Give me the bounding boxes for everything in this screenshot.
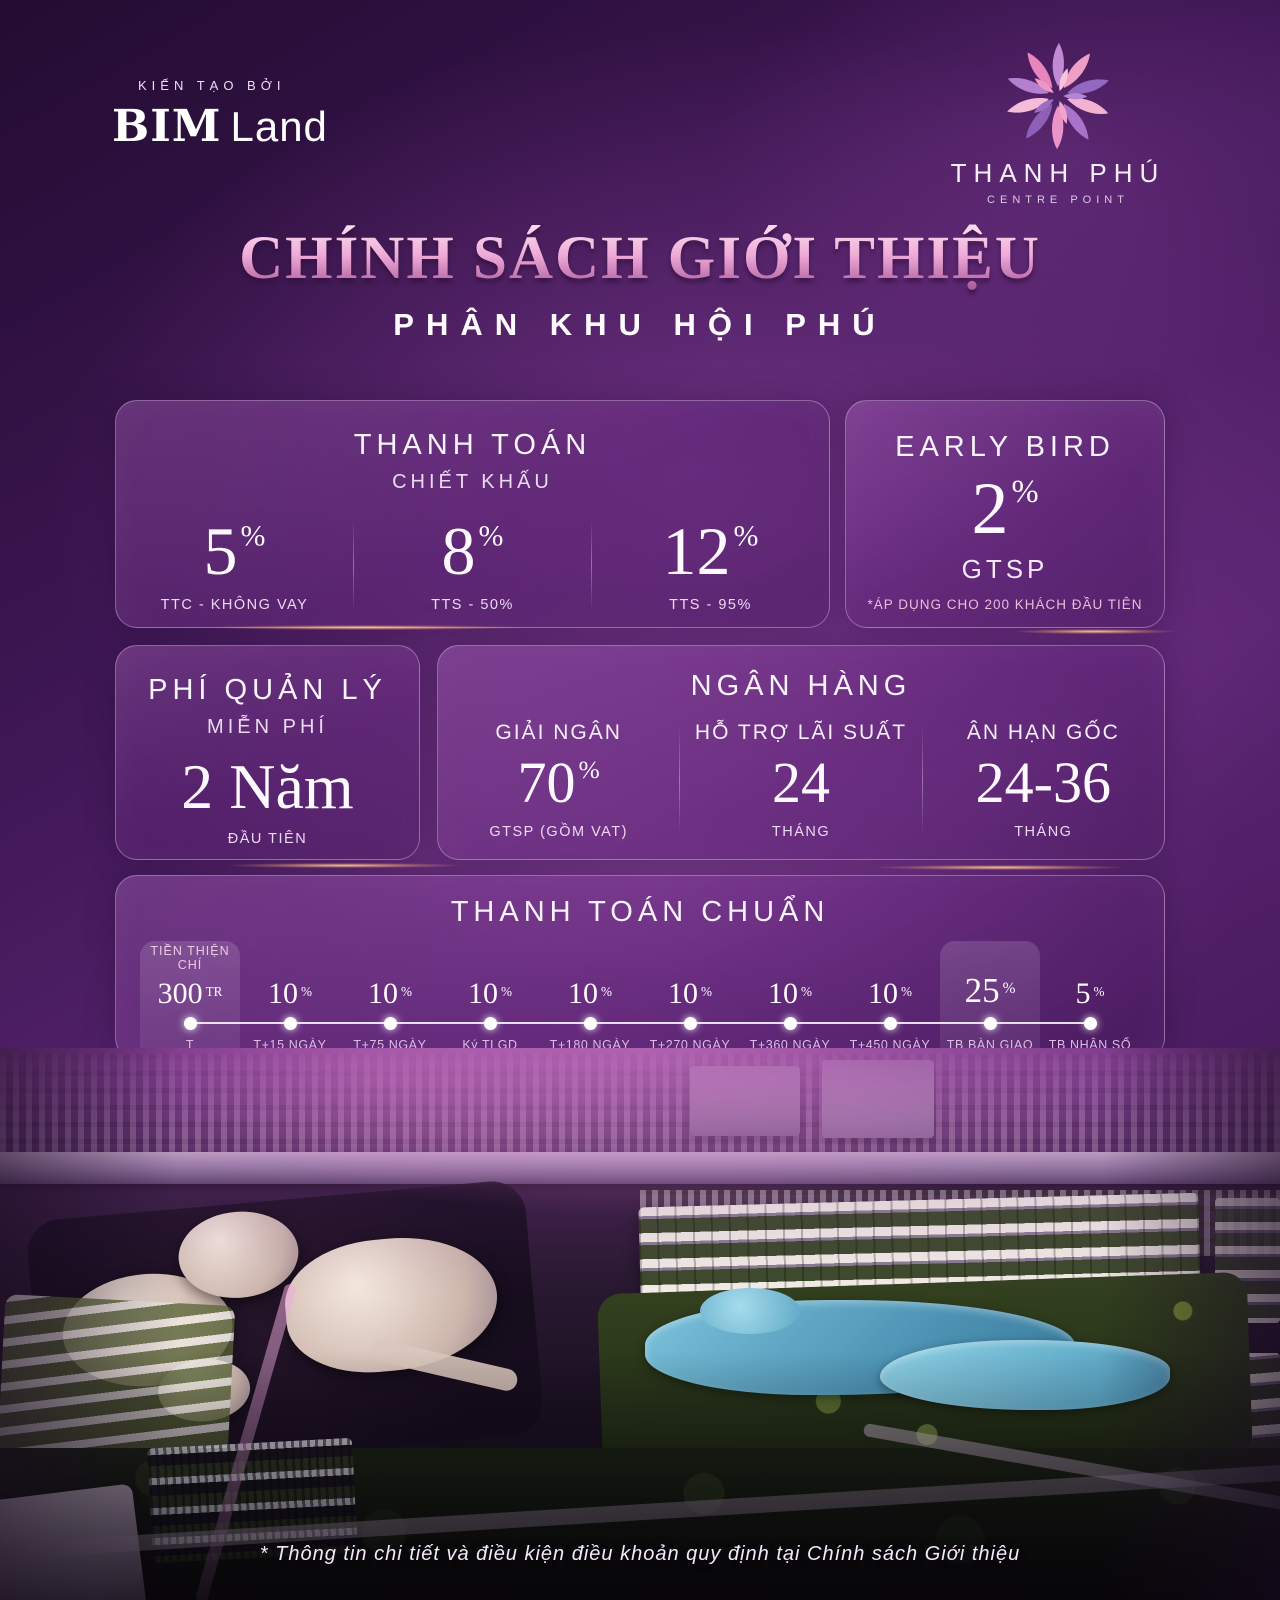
title-block: CHÍNH SÁCH GIỚI THIỆU PHÂN KHU HỘI PHÚ (0, 224, 1280, 343)
early-bird-value: 2% (971, 468, 1039, 550)
discount-caption: TTS - 50% (431, 597, 514, 614)
card-title: PHÍ QUẢN LÝ (148, 674, 387, 706)
gold-light-streak (830, 864, 1170, 871)
management-fee-card: PHÍ QUẢN LÝ MIỄN PHÍ 2 Năm ĐẦU TIÊN (115, 645, 420, 860)
timeline-node-dot (983, 1017, 997, 1030)
bim-land-logo: KIẾN TẠO BỞI BIM Land (112, 78, 328, 152)
divider (353, 518, 354, 611)
timeline-node-dot (783, 1017, 797, 1030)
card-subtitle: MIỄN PHÍ (207, 716, 328, 738)
discount-columns: 5% TTC - KHÔNG VAY 8% TTS - 50% 12% TTS … (116, 513, 829, 614)
timeline-line (186, 1022, 1094, 1024)
bank-item: HỖ TRỢ LÃI SUẤT 24 THÁNG (680, 721, 921, 840)
timeline-node-dot (183, 1017, 197, 1030)
card-title: EARLY BIRD (895, 431, 1115, 463)
brand-name-light: Land (230, 103, 328, 150)
discount-item: 5% TTC - KHÔNG VAY (116, 513, 353, 614)
bank-item-caption: THÁNG (771, 823, 831, 840)
vignette-overlay (0, 1048, 1280, 1600)
discount-item: 8% TTS - 50% (354, 513, 591, 614)
discount-caption: TTC - KHÔNG VAY (160, 597, 309, 614)
divider (921, 725, 923, 836)
bank-item: ÂN HẠN GỐC 24-36 THÁNG (923, 721, 1164, 840)
brand-name: BIM Land (112, 101, 328, 152)
page-subtitle: PHÂN KHU HỘI PHÚ (393, 307, 887, 342)
brand-name-bold: BIM (112, 101, 222, 152)
discount-value: 5% (203, 513, 266, 589)
page-title: CHÍNH SÁCH GIỚI THIỆU (0, 224, 1280, 294)
early-bird-card: EARLY BIRD 2% GTSP *ÁP DỤNG CHO 200 KHÁC… (845, 400, 1165, 628)
discount-value: 8% (441, 513, 504, 589)
timeline-node-dot (683, 1017, 697, 1030)
divider (679, 725, 681, 836)
bank-item-caption: GTSP (GỒM VAT) (489, 823, 628, 840)
brand-tagline: KIẾN TẠO BỞI (138, 78, 286, 93)
bank-item-label: HỖ TRỢ LÃI SUẤT (694, 721, 908, 744)
footnote: * Thông tin chi tiết và điều kiện điều k… (259, 1543, 1021, 1565)
gold-light-streak (185, 862, 505, 869)
early-bird-basis: GTSP (961, 554, 1049, 584)
bank-item-label: ÂN HẠN GỐC (966, 721, 1120, 744)
management-fee-caption: ĐẦU TIÊN (227, 831, 308, 847)
timeline-node-dot (483, 1017, 497, 1030)
management-fee-value: 2 Năm (181, 751, 354, 822)
bank-columns: GIẢI NGÂN 70% GTSP (GỒM VAT) HỖ TRỢ LÃI … (438, 721, 1164, 840)
card-title: THANH TOÁN CHUẨN (450, 896, 830, 928)
bank-item: GIẢI NGÂN 70% GTSP (GỒM VAT) (438, 721, 679, 840)
standard-payment-card: THANH TOÁN CHUẨN TIỀN THIỆN CHÍ 300 TR T … (115, 875, 1165, 1082)
discount-item: 12% TTS - 95% (592, 513, 829, 614)
bank-card: NGÂN HÀNG GIẢI NGÂN 70% GTSP (GỒM VAT) H… (437, 645, 1165, 860)
project-subname: CENTRE POINT (987, 194, 1129, 206)
timeline-node-dot (583, 1017, 597, 1030)
bank-item-caption: THÁNG (1014, 823, 1073, 840)
payment-discount-card: THANH TOÁN CHIẾT KHẤU 5% TTC - KHÔNG VAY… (115, 400, 830, 628)
discount-caption: TTS - 95% (669, 597, 752, 614)
early-bird-note: *ÁP DỤNG CHO 200 KHÁCH ĐẦU TIÊN (867, 597, 1143, 612)
gold-light-streak (985, 628, 1205, 635)
bank-item-label: GIẢI NGÂN (495, 721, 622, 744)
card-subtitle: CHIẾT KHẤU (392, 471, 553, 493)
aerial-render (0, 1048, 1280, 1600)
project-name: THANH PHÚ (950, 158, 1166, 188)
bank-item-value: 24 (771, 750, 830, 815)
card-title: THANH TOÁN (353, 429, 592, 461)
discount-value: 12% (662, 513, 759, 589)
thanh-phu-logo: THANH PHÚ CENTRE POINT (948, 38, 1168, 206)
timeline-node-dot (383, 1017, 397, 1030)
thanh-phu-flower-icon (1007, 42, 1109, 150)
divider (591, 518, 592, 611)
milestone: 10% T+450 NGÀY (849, 977, 931, 1052)
timeline-node-dot (1083, 1017, 1097, 1030)
timeline-node-dot (883, 1017, 897, 1030)
card-title: NGÂN HÀNG (690, 670, 912, 702)
bank-item-value: 24-36 (975, 750, 1111, 815)
timeline-node-dot (283, 1017, 297, 1030)
bank-item-value: 70% (517, 750, 600, 815)
